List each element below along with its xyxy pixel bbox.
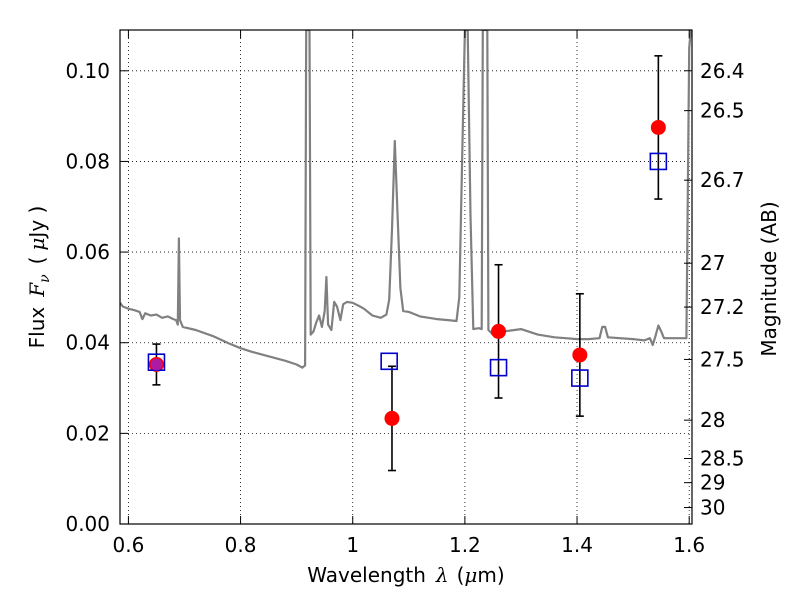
x-axis-label: Wavelength λ (μm) <box>307 563 504 587</box>
x-tick-label: 1 <box>346 533 359 557</box>
secondary-y-axis-label: Magnitude (AB) <box>757 201 781 356</box>
model-point <box>571 369 589 387</box>
x-tick-label: 1.2 <box>449 533 481 557</box>
mag-tick-label: 27.5 <box>700 347 745 371</box>
x-tick-label: 1.6 <box>673 533 705 557</box>
y-axis-label: FluxFν(μJy ) <box>25 206 53 349</box>
y-tick-label: 0.02 <box>65 421 110 445</box>
model-point <box>489 358 508 377</box>
x-tick-label: 0.6 <box>113 533 145 557</box>
x-tick-label: 0.8 <box>225 533 257 557</box>
plot-frame <box>119 29 693 525</box>
observed-point <box>572 347 588 363</box>
y-tick-label: 0.00 <box>65 512 110 536</box>
y-tick-label: 0.06 <box>65 240 110 264</box>
observed-point <box>491 323 507 339</box>
x-tick-label: 1.4 <box>561 533 593 557</box>
spectrum-layer <box>120 30 692 369</box>
spectrum-line <box>120 30 692 369</box>
overlap-point <box>150 358 163 371</box>
mag-tick-label: 26.5 <box>700 99 745 123</box>
plot-background <box>120 30 692 524</box>
axis-ticks: 0.6 0.8 1 1.2 1.4 1.6 0.00 0.02 0.04 0.06 0.08 0.10… <box>65 30 745 557</box>
mag-tick-label: 30 <box>700 496 725 520</box>
mag-tick-label: 26.7 <box>700 168 745 192</box>
mag-tick-label: 27.2 <box>700 295 745 319</box>
model-points <box>147 152 668 387</box>
y-tick-label: 0.10 <box>65 59 110 83</box>
y-tick-label: 0.04 <box>65 331 110 355</box>
mag-tick-label: 28 <box>700 408 725 432</box>
observed-point <box>384 410 400 426</box>
mag-tick-label: 26.4 <box>700 59 745 83</box>
y-tick-label: 0.08 <box>65 149 110 173</box>
model-point <box>649 152 668 171</box>
mag-tick-label: 27 <box>700 251 725 275</box>
mag-tick-label: 29 <box>700 471 725 495</box>
model-point <box>380 352 398 371</box>
observed-point <box>650 119 666 135</box>
mag-tick-label: 28.5 <box>700 446 745 470</box>
